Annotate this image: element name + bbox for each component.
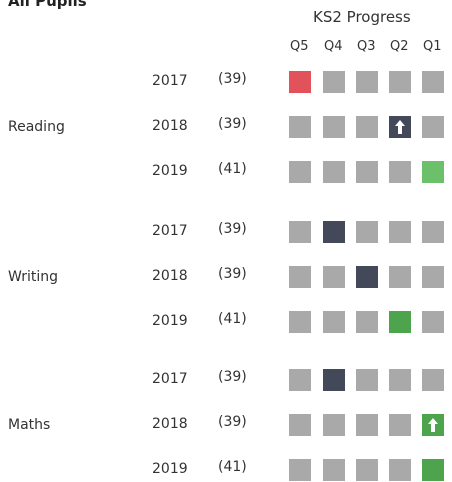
count: (39) [218, 221, 247, 237]
year: 2017 [152, 371, 188, 387]
cell [356, 161, 378, 183]
cell [323, 414, 345, 436]
cell [389, 266, 411, 288]
cell [323, 116, 345, 138]
cell [356, 459, 378, 481]
count: (39) [218, 369, 247, 385]
cell [356, 71, 378, 93]
year: 2018 [152, 268, 188, 284]
title: All Pupils [8, 0, 87, 10]
count: (39) [218, 71, 247, 87]
cell [289, 221, 311, 243]
cell [323, 459, 345, 481]
subject-label: Writing [8, 269, 58, 285]
cell [289, 161, 311, 183]
cell [289, 459, 311, 481]
cell [323, 266, 345, 288]
year: 2018 [152, 118, 188, 134]
subject-label: Maths [8, 417, 51, 433]
highlight-cell [323, 369, 345, 391]
cell [289, 266, 311, 288]
count: (41) [218, 459, 247, 475]
cell [389, 459, 411, 481]
column-label: Q3 [357, 39, 376, 54]
cell [389, 369, 411, 391]
cell [289, 414, 311, 436]
year: 2017 [152, 73, 188, 89]
column-label: Q2 [390, 39, 409, 54]
highlight-cell [389, 311, 411, 333]
group-label: KS2 Progress [313, 8, 411, 26]
cell [323, 161, 345, 183]
cell [422, 369, 444, 391]
cell [422, 266, 444, 288]
cell [356, 369, 378, 391]
highlight-cell [289, 71, 311, 93]
cell [422, 311, 444, 333]
highlight-cell [422, 414, 444, 436]
cell [389, 221, 411, 243]
cell [389, 71, 411, 93]
year: 2019 [152, 313, 188, 329]
year: 2019 [152, 461, 188, 477]
cell [323, 311, 345, 333]
count: (39) [218, 116, 247, 132]
highlight-cell [323, 221, 345, 243]
highlight-cell [422, 459, 444, 481]
cell [422, 221, 444, 243]
column-label: Q5 [290, 39, 309, 54]
year: 2017 [152, 223, 188, 239]
cell [323, 71, 345, 93]
year: 2018 [152, 416, 188, 432]
cell [356, 116, 378, 138]
column-label: Q4 [324, 39, 343, 54]
count: (39) [218, 266, 247, 282]
cell [356, 414, 378, 436]
cell [389, 161, 411, 183]
cell [356, 311, 378, 333]
cell [389, 414, 411, 436]
count: (41) [218, 311, 247, 327]
cell [356, 221, 378, 243]
cell [422, 116, 444, 138]
count: (41) [218, 161, 247, 177]
cell [289, 369, 311, 391]
cell [422, 71, 444, 93]
column-label: Q1 [423, 39, 442, 54]
year: 2019 [152, 163, 188, 179]
highlight-cell [356, 266, 378, 288]
subject-label: Reading [8, 119, 65, 135]
up-arrow [428, 418, 438, 432]
highlight-cell [389, 116, 411, 138]
cell [289, 116, 311, 138]
count: (39) [218, 414, 247, 430]
up-arrow [395, 120, 405, 134]
highlight-cell [422, 161, 444, 183]
cell [289, 311, 311, 333]
